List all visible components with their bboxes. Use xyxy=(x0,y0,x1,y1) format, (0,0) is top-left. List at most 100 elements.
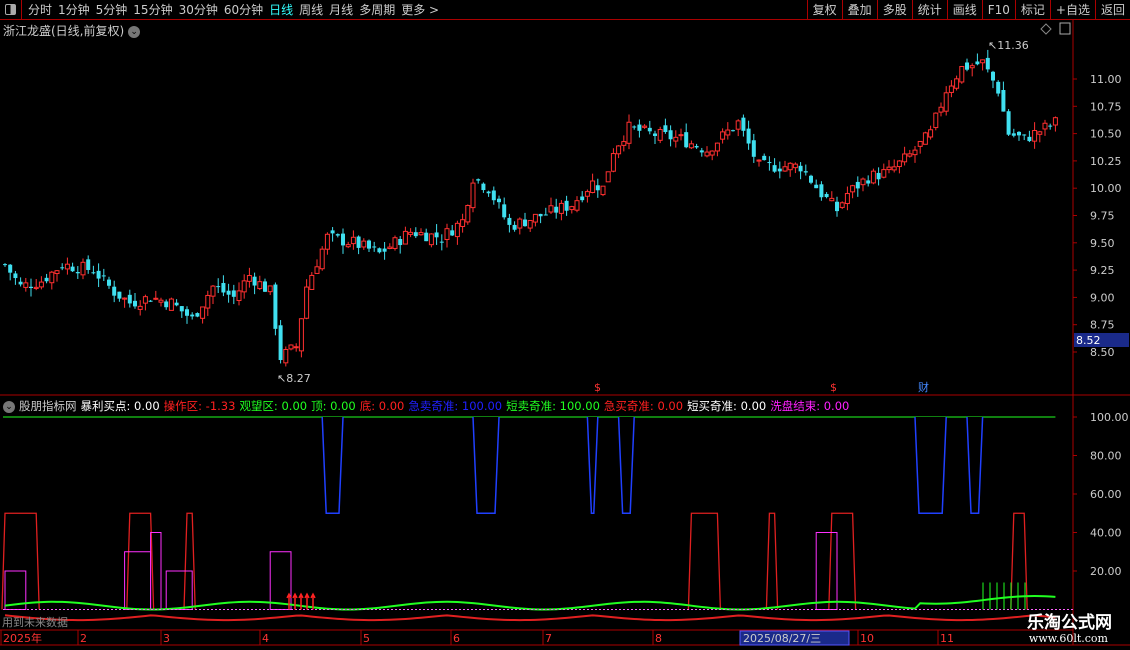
candle-body xyxy=(267,285,273,293)
candle-body xyxy=(720,131,726,140)
toolbar-button[interactable]: 画线 xyxy=(946,0,982,20)
diamond-icon xyxy=(1040,23,1052,35)
period-tab[interactable]: 更多 > xyxy=(401,3,440,17)
indicator-value: 短买奇准: 0.00 xyxy=(687,399,767,413)
candle-body xyxy=(210,285,216,297)
high-label: ↖11.36 xyxy=(988,39,1029,52)
period-tab[interactable]: 15分钟 xyxy=(133,3,173,17)
candle-body xyxy=(195,313,200,317)
candle-body xyxy=(387,246,393,250)
candle-body xyxy=(33,286,39,289)
candle-body xyxy=(792,163,798,169)
period-tab[interactable]: 日线 xyxy=(269,3,294,17)
period-tab[interactable]: 月线 xyxy=(329,3,354,17)
candle-body xyxy=(96,270,101,279)
period-tab[interactable]: 60分钟 xyxy=(223,3,264,17)
top-signal xyxy=(1,512,40,610)
candle-body xyxy=(532,213,538,223)
candle-body xyxy=(564,200,569,211)
buy-arrow-icon xyxy=(292,592,298,610)
watermark-logo: 乐淘公式网 xyxy=(1027,613,1112,633)
candle-body xyxy=(1006,111,1011,135)
period-tab[interactable]: 周线 xyxy=(299,3,324,17)
time-label: 4 xyxy=(262,632,269,645)
candle-body xyxy=(850,185,856,193)
toolbar-button[interactable]: 多股 xyxy=(876,0,912,20)
candle-body xyxy=(527,219,533,229)
candle-body xyxy=(543,214,548,216)
candle-body xyxy=(454,222,460,238)
period-tab[interactable]: 30分钟 xyxy=(178,3,218,17)
toolbar-button[interactable]: F10 xyxy=(981,0,1015,20)
candle-body xyxy=(610,153,616,172)
chevron-down-icon[interactable]: ⌄ xyxy=(3,400,15,413)
candle-body xyxy=(917,140,923,147)
indicator-value: 操作区: -1.33 xyxy=(163,399,236,413)
time-label: 5 xyxy=(363,632,370,645)
candle-body xyxy=(954,78,960,89)
toolbar-button[interactable]: 统计 xyxy=(911,0,947,20)
layout-icon xyxy=(1059,22,1071,35)
chevron-down-icon[interactable]: ⌄ xyxy=(128,25,141,38)
buy-arrow-icon xyxy=(298,592,304,610)
toolbar-button[interactable]: 返回 xyxy=(1094,0,1130,20)
event-marker: $ xyxy=(594,381,601,394)
candle-body xyxy=(844,193,850,205)
candle-body xyxy=(803,171,808,173)
candle-body xyxy=(642,125,648,128)
candle-body xyxy=(122,297,128,300)
candle-body xyxy=(49,271,55,284)
indicator-tick-label: 20.00 xyxy=(1090,565,1122,578)
candle-body xyxy=(434,232,439,238)
toolbar-button[interactable]: 标记 xyxy=(1014,0,1050,20)
event-marker: $ xyxy=(830,381,837,394)
indicator-value: 短卖奇准: 100.00 xyxy=(506,399,600,413)
candle-body xyxy=(735,120,741,130)
candle-body xyxy=(330,230,335,234)
sell-signal xyxy=(321,416,344,514)
wash-box xyxy=(165,570,193,610)
stock-title-text: 浙江龙盛(日线,前复权) xyxy=(3,24,125,38)
candle-body xyxy=(64,263,70,270)
candle-body xyxy=(907,153,913,157)
candle-body xyxy=(174,302,179,306)
candle-body xyxy=(398,239,403,246)
price-tick-label: 10.75 xyxy=(1090,100,1122,113)
indicator-tick-label: 60.00 xyxy=(1090,488,1122,501)
period-tab[interactable]: 1分钟 xyxy=(58,3,90,17)
candle-body xyxy=(13,273,18,279)
candle-body xyxy=(252,276,257,286)
indicator-value: 暴利买点: 0.00 xyxy=(80,399,160,413)
candle-body xyxy=(361,240,367,248)
candle-body xyxy=(335,234,340,236)
candle-body xyxy=(428,233,434,246)
candle-body xyxy=(200,306,206,319)
candle-body xyxy=(590,180,596,194)
candle-body xyxy=(969,65,975,69)
period-tab[interactable]: 多周期 xyxy=(359,3,396,17)
candle-body xyxy=(418,232,424,236)
toolbar-button[interactable]: 复权 xyxy=(806,0,842,20)
price-tick-label: 10.00 xyxy=(1090,182,1122,195)
wash-box xyxy=(815,532,838,610)
candle-body xyxy=(959,66,965,83)
candle-body xyxy=(1032,130,1038,142)
candle-body xyxy=(891,166,897,171)
candle-body xyxy=(372,246,377,248)
candle-body xyxy=(855,181,860,189)
period-tab[interactable]: 分时 xyxy=(28,3,53,17)
toolbar-button[interactable]: 叠加 xyxy=(841,0,877,20)
candle-body xyxy=(350,236,356,245)
candle-body xyxy=(107,279,111,286)
toolbar-button[interactable]: +自选 xyxy=(1049,0,1095,20)
period-tab[interactable]: 5分钟 xyxy=(95,3,128,17)
panel-toggle-button[interactable] xyxy=(0,0,22,20)
top-signal xyxy=(765,512,779,610)
future-data-note: 用到未来数据 xyxy=(2,616,68,629)
candle-body xyxy=(772,165,777,172)
candle-body xyxy=(965,62,969,70)
candle-body xyxy=(221,283,226,293)
stock-title[interactable]: 浙江龙盛(日线,前复权) ⌄ xyxy=(3,22,141,39)
candle-body xyxy=(751,140,756,157)
